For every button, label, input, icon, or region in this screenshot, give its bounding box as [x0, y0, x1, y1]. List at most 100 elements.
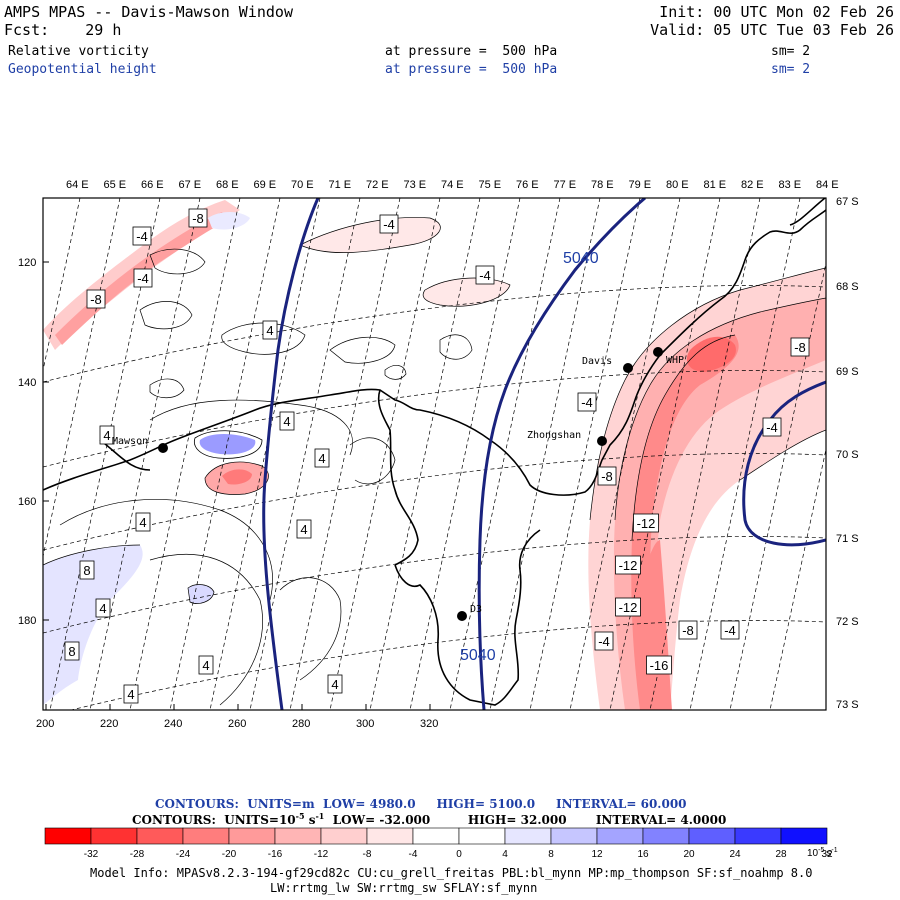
station-dot-d3 — [457, 611, 467, 621]
field-2-level-value: 500 hPa — [502, 62, 558, 77]
vort-label-box — [262, 320, 278, 340]
colorbar-unit: 10-5 s-1 — [807, 847, 838, 859]
vort-label: 4 — [318, 451, 325, 466]
vort-contours — [43, 217, 826, 706]
station-dot-whp — [653, 347, 663, 357]
vort-label: 4 — [331, 677, 338, 692]
vort-label-box — [279, 411, 295, 431]
vort-label: 4 — [127, 687, 134, 702]
station-dot-mawson — [158, 443, 168, 453]
vort-fill-east-max — [686, 336, 736, 372]
longitude-label: 84 E — [816, 179, 839, 191]
vort-label-box — [79, 560, 95, 580]
longitude-label: 83 E — [779, 179, 802, 191]
longitude-label: 77 E — [554, 179, 577, 191]
vort-label-box — [615, 555, 641, 575]
colorbar-tick-label: 0 — [456, 849, 462, 860]
longitude-label: 81 E — [704, 179, 727, 191]
vort-fill-mid-patch — [423, 278, 510, 307]
vort-label: -4 — [383, 217, 395, 232]
meridian-line — [329, 198, 441, 710]
station-label-d3: D3 — [470, 604, 482, 615]
contours-legend-vorticity: CONTOURS: UNITS=10-5 s-1 LOW= -32.000 HI… — [132, 811, 727, 827]
vort-label-box — [327, 674, 343, 694]
parallel-line — [43, 285, 826, 383]
meridian-line — [609, 198, 721, 710]
longitude-label: 73 E — [404, 179, 427, 191]
colorbar — [44, 827, 828, 845]
latitude-label: 67 S — [836, 196, 859, 208]
valid-time: Valid: 05 UTC Tue 03 Feb 26 — [650, 21, 894, 39]
parallel-line — [69, 620, 826, 710]
station-layer: Mawson Davis WHP Zhongshan D3 — [112, 347, 684, 621]
map-frame — [42, 197, 827, 711]
vort-label: -12 — [619, 558, 638, 573]
field-1-level-value: 500 hPa — [502, 44, 558, 59]
vort-label-box — [123, 684, 139, 704]
plot-title: AMPS MPAS -- Davis-Mawson Window — [4, 3, 293, 21]
meridian-line — [289, 198, 401, 710]
vort-label-box — [720, 620, 740, 640]
vort-label: -8 — [794, 340, 806, 355]
colorbar-swatch — [688, 827, 736, 845]
colorbar-labels: -32 -28 -24 -20 -16 -12 -8 -4 0 4 8 12 16 20 24 28 32 — [84, 849, 833, 860]
latitude-label: 68 S — [836, 281, 859, 293]
latitude-label: 72 S — [836, 616, 859, 628]
colorbar-swatch — [412, 827, 460, 845]
height-label-north: 5040 — [563, 250, 599, 267]
colorbar-swatch — [734, 827, 782, 845]
field-1-level: at pressure = 500 hPa — [385, 43, 557, 60]
model-info-line-1: Model Info: MPASv8.2.3-194-gf29cd82c CU:… — [90, 866, 813, 880]
vort-label: 8 — [83, 563, 90, 578]
vort-label-box — [678, 620, 698, 640]
map-field-layer — [43, 198, 826, 710]
colorbar-tick-label: 28 — [775, 849, 787, 860]
station-dot-davis — [623, 363, 633, 373]
vort-label-box — [133, 268, 153, 288]
colorbar-swatch — [366, 827, 414, 845]
colorbar-tick-label: -24 — [176, 849, 191, 860]
parallel-line — [43, 370, 826, 468]
colorbar-tick-label: -4 — [409, 849, 418, 860]
station-label-whp: WHP — [666, 355, 684, 366]
vort-label-box — [379, 214, 399, 234]
colorbar-tick-label: 4 — [502, 849, 508, 860]
colorbar-tick-label: 8 — [548, 849, 554, 860]
vort-label-box — [95, 598, 111, 618]
x-tick-label: 260 — [228, 718, 246, 730]
longitude-label: 67 E — [179, 179, 202, 191]
x-tick-label: 200 — [36, 718, 54, 730]
vort-fill-east-core — [631, 335, 739, 710]
y-tick-labels: 120 140 160 180 — [18, 257, 49, 627]
latitude-label: 69 S — [836, 366, 859, 378]
station-label-davis: Davis — [582, 356, 612, 367]
x-tick-label: 320 — [420, 718, 438, 730]
colorbar-tick-label: 24 — [729, 849, 741, 860]
longitude-label: 74 E — [441, 179, 464, 191]
meridian-line — [169, 198, 281, 710]
vort-label-box — [762, 417, 782, 437]
colorbar-swatch — [228, 827, 276, 845]
colorbar-tick-label: -20 — [222, 849, 237, 860]
latitude-label: 71 S — [836, 533, 859, 545]
colorbar-swatch — [320, 827, 368, 845]
colorbar-tick-label: -16 — [268, 849, 283, 860]
vort-label: 4 — [202, 658, 209, 673]
latitude-label: 73 S — [836, 699, 859, 711]
model-info-line-2: LW:rrtmg_lw SW:rrtmg_sw SFLAY:sf_mynn — [270, 881, 538, 895]
vort-label-box — [475, 265, 495, 285]
vort-label: -4 — [479, 268, 491, 283]
height-label-south: 5040 — [460, 647, 496, 664]
vort-label: -4 — [581, 395, 593, 410]
y-tick-label: 160 — [18, 496, 36, 508]
vort-label: 4 — [103, 428, 110, 443]
vort-fill-central-neg-rim — [193, 430, 263, 459]
vort-label: -16 — [650, 658, 669, 673]
colorbar-swatch — [44, 827, 92, 845]
field-2-name: Geopotential height — [8, 62, 157, 77]
vort-label: -8 — [601, 469, 613, 484]
meridian-line — [369, 198, 481, 710]
vort-label-box — [633, 513, 659, 533]
vort-label: -8 — [682, 623, 694, 638]
vort-label: 4 — [99, 601, 106, 616]
